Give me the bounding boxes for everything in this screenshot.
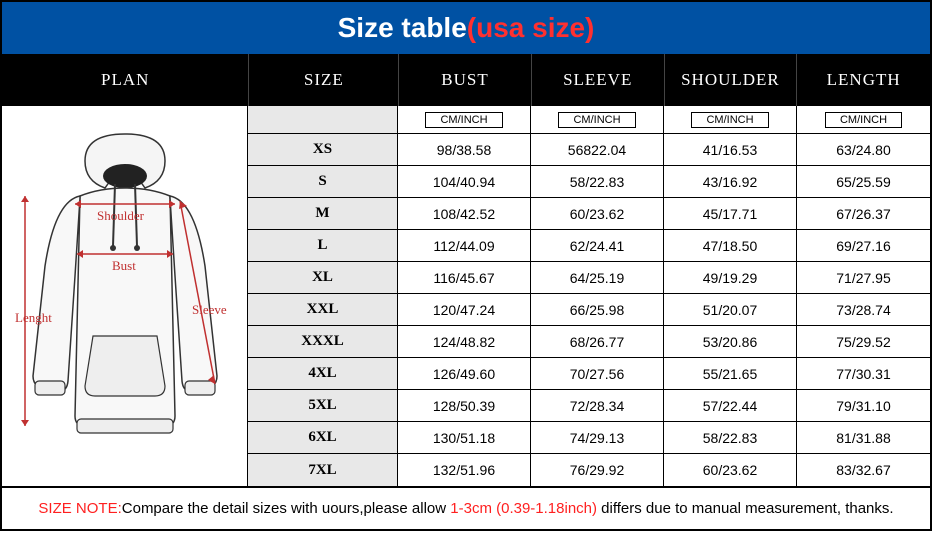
body-area: Shoulder Bust Lenght Sleeve CM/INCH CM/I…	[2, 106, 930, 486]
header-row: PLAN SIZE BUST SLEEVE SHOULDER LENGTH	[2, 54, 930, 106]
size-cell: XXL	[248, 294, 398, 326]
unit-row: CM/INCH CM/INCH CM/INCH CM/INCH	[248, 106, 930, 134]
title-sub: (usa size)	[467, 12, 595, 43]
shoulder-cell: 57/22.44	[664, 390, 797, 422]
header-plan: PLAN	[2, 54, 249, 106]
bust-cell: 108/42.52	[398, 198, 531, 230]
shoulder-cell: 47/18.50	[664, 230, 797, 262]
unit-shoulder: CM/INCH	[664, 106, 797, 134]
diagram-label-length: Lenght	[15, 310, 52, 325]
header-bust: BUST	[399, 54, 532, 106]
plan-diagram-cell: Shoulder Bust Lenght Sleeve	[2, 106, 248, 486]
table-row: XS98/38.5856822.0441/16.5363/24.80	[248, 134, 930, 166]
shoulder-cell: 51/20.07	[664, 294, 797, 326]
length-cell: 71/27.95	[797, 262, 930, 294]
shoulder-cell: 53/20.86	[664, 326, 797, 358]
header-size: SIZE	[249, 54, 399, 106]
table-row: XXL120/47.2466/25.9851/20.0773/28.74	[248, 294, 930, 326]
title-bar: Size table(usa size)	[2, 2, 930, 54]
table-row: 4XL126/49.6070/27.5655/21.6577/30.31	[248, 358, 930, 390]
shoulder-cell: 58/22.83	[664, 422, 797, 454]
length-cell: 81/31.88	[797, 422, 930, 454]
hoodie-diagram: Shoulder Bust Lenght Sleeve	[15, 126, 235, 466]
length-cell: 69/27.16	[797, 230, 930, 262]
note-text2: differs due to manual measurement, thank…	[597, 500, 894, 517]
shoulder-cell: 60/23.62	[664, 454, 797, 486]
sleeve-cell: 56822.04	[531, 134, 664, 166]
shoulder-cell: 43/16.92	[664, 166, 797, 198]
unit-length: CM/INCH	[797, 106, 930, 134]
diagram-label-shoulder: Shoulder	[97, 208, 145, 223]
table-row: XL116/45.6764/25.1949/19.2971/27.95	[248, 262, 930, 294]
length-cell: 73/28.74	[797, 294, 930, 326]
note-highlight: 1-3cm (0.39-1.18inch)	[450, 500, 597, 517]
table-row: L112/44.0962/24.4147/18.5069/27.16	[248, 230, 930, 262]
sleeve-cell: 68/26.77	[531, 326, 664, 358]
size-cell: L	[248, 230, 398, 262]
table-row: XXXL124/48.8268/26.7753/20.8675/29.52	[248, 326, 930, 358]
table-area: CM/INCH CM/INCH CM/INCH CM/INCH XS98/38.…	[248, 106, 930, 486]
size-cell: 4XL	[248, 358, 398, 390]
length-cell: 83/32.67	[797, 454, 930, 486]
bust-cell: 120/47.24	[398, 294, 531, 326]
size-cell: XXXL	[248, 326, 398, 358]
table-row: M108/42.5260/23.6245/17.7167/26.37	[248, 198, 930, 230]
size-cell: M	[248, 198, 398, 230]
bust-cell: 128/50.39	[398, 390, 531, 422]
diagram-label-bust: Bust	[112, 258, 136, 273]
sleeve-cell: 70/27.56	[531, 358, 664, 390]
table-row: 5XL128/50.3972/28.3457/22.4479/31.10	[248, 390, 930, 422]
note-text1: Compare the detail sizes with uours,plea…	[122, 500, 451, 517]
shoulder-cell: 49/19.29	[664, 262, 797, 294]
length-cell: 77/30.31	[797, 358, 930, 390]
note-label: SIZE NOTE:	[38, 500, 121, 517]
unit-spacer	[248, 106, 398, 134]
shoulder-cell: 41/16.53	[664, 134, 797, 166]
size-note: SIZE NOTE:Compare the detail sizes with …	[2, 486, 930, 529]
sleeve-cell: 62/24.41	[531, 230, 664, 262]
sleeve-cell: 76/29.92	[531, 454, 664, 486]
bust-cell: 104/40.94	[398, 166, 531, 198]
title-main: Size table	[338, 12, 467, 43]
bust-cell: 112/44.09	[398, 230, 531, 262]
length-cell: 79/31.10	[797, 390, 930, 422]
table-row: 6XL130/51.1874/29.1358/22.8381/31.88	[248, 422, 930, 454]
header-shoulder: SHOULDER	[665, 54, 798, 106]
table-row: S104/40.9458/22.8343/16.9265/25.59	[248, 166, 930, 198]
size-chart-container: Size table(usa size) PLAN SIZE BUST SLEE…	[0, 0, 932, 531]
sleeve-cell: 66/25.98	[531, 294, 664, 326]
bust-cell: 130/51.18	[398, 422, 531, 454]
unit-sleeve: CM/INCH	[531, 106, 664, 134]
length-cell: 67/26.37	[797, 198, 930, 230]
unit-bust: CM/INCH	[398, 106, 531, 134]
sleeve-cell: 58/22.83	[531, 166, 664, 198]
header-sleeve: SLEEVE	[532, 54, 665, 106]
sleeve-cell: 60/23.62	[531, 198, 664, 230]
diagram-label-sleeve: Sleeve	[192, 302, 227, 317]
size-cell: 6XL	[248, 422, 398, 454]
header-length: LENGTH	[797, 54, 930, 106]
size-cell: XS	[248, 134, 398, 166]
length-cell: 63/24.80	[797, 134, 930, 166]
size-cell: 7XL	[248, 454, 398, 486]
shoulder-cell: 45/17.71	[664, 198, 797, 230]
bust-cell: 124/48.82	[398, 326, 531, 358]
size-cell: S	[248, 166, 398, 198]
sleeve-cell: 72/28.34	[531, 390, 664, 422]
size-cell: 5XL	[248, 390, 398, 422]
shoulder-cell: 55/21.65	[664, 358, 797, 390]
sleeve-cell: 64/25.19	[531, 262, 664, 294]
length-cell: 65/25.59	[797, 166, 930, 198]
sleeve-cell: 74/29.13	[531, 422, 664, 454]
bust-cell: 116/45.67	[398, 262, 531, 294]
length-cell: 75/29.52	[797, 326, 930, 358]
size-cell: XL	[248, 262, 398, 294]
bust-cell: 132/51.96	[398, 454, 531, 486]
bust-cell: 98/38.58	[398, 134, 531, 166]
table-row: 7XL132/51.9676/29.9260/23.6283/32.67	[248, 454, 930, 486]
bust-cell: 126/49.60	[398, 358, 531, 390]
